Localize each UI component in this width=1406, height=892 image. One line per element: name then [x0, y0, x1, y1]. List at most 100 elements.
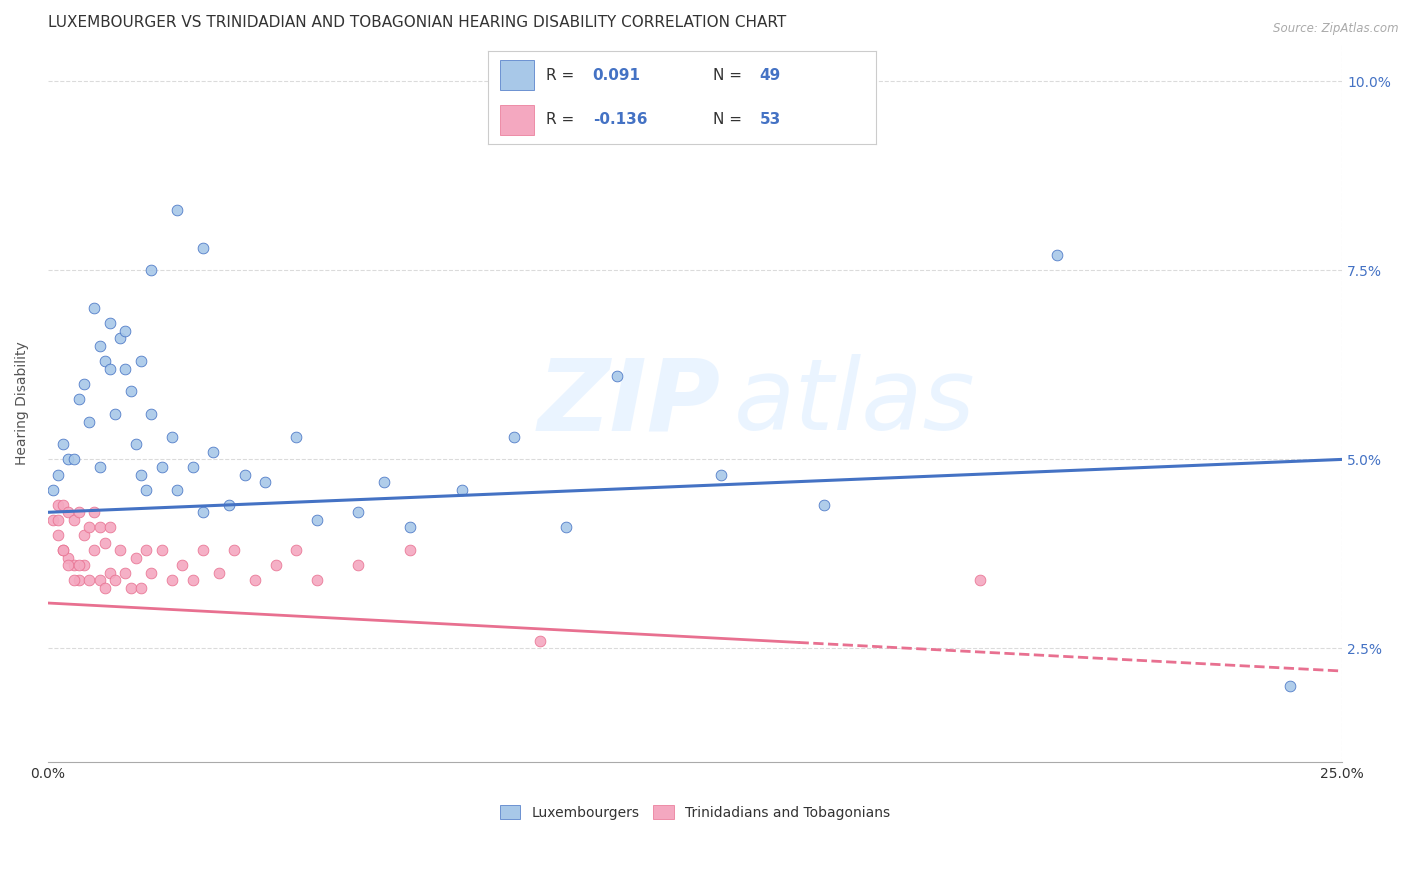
Point	[62, 574, 84, 588]
Point	[73, 558, 96, 573]
Point	[606, 369, 628, 384]
Point	[62, 452, 84, 467]
Point	[58, 550, 80, 565]
Point	[191, 505, 214, 519]
Point	[529, 633, 551, 648]
Point	[207, 566, 229, 580]
Point	[98, 316, 121, 330]
Point	[114, 361, 136, 376]
Point	[141, 566, 163, 580]
Point	[160, 574, 183, 588]
Point	[58, 452, 80, 467]
Point	[243, 574, 266, 588]
Point	[373, 475, 395, 489]
Point	[141, 263, 163, 277]
Point	[89, 459, 111, 474]
Point	[62, 558, 84, 573]
Point	[125, 550, 148, 565]
Point	[62, 513, 84, 527]
Point	[224, 543, 246, 558]
Point	[67, 574, 90, 588]
Point	[46, 498, 69, 512]
Text: ZIP: ZIP	[538, 354, 721, 451]
Point	[347, 505, 370, 519]
Point	[52, 498, 75, 512]
Point	[42, 513, 65, 527]
Point	[58, 505, 80, 519]
Point	[172, 558, 194, 573]
Point	[1279, 679, 1302, 693]
Point	[77, 574, 100, 588]
Point	[58, 558, 80, 573]
Point	[120, 384, 142, 399]
Point	[98, 566, 121, 580]
Point	[451, 483, 474, 497]
Point	[73, 528, 96, 542]
Point	[73, 376, 96, 391]
Point	[305, 574, 328, 588]
Point	[129, 354, 152, 368]
Point	[710, 467, 733, 482]
Point	[93, 354, 115, 368]
Point	[114, 324, 136, 338]
Point	[52, 543, 75, 558]
Point	[83, 301, 105, 316]
Point	[135, 483, 157, 497]
Point	[233, 467, 256, 482]
Text: Source: ZipAtlas.com: Source: ZipAtlas.com	[1274, 22, 1399, 36]
Point	[89, 339, 111, 353]
Point	[67, 505, 90, 519]
Point	[305, 513, 328, 527]
Point	[93, 581, 115, 595]
Point	[554, 520, 576, 534]
Point	[129, 581, 152, 595]
Point	[52, 437, 75, 451]
Point	[83, 505, 105, 519]
Point	[399, 520, 422, 534]
Point	[285, 430, 308, 444]
Point	[114, 566, 136, 580]
Point	[399, 543, 422, 558]
Point	[110, 543, 132, 558]
Point	[191, 543, 214, 558]
Point	[191, 241, 214, 255]
Point	[141, 407, 163, 421]
Text: LUXEMBOURGER VS TRINIDADIAN AND TOBAGONIAN HEARING DISABILITY CORRELATION CHART: LUXEMBOURGER VS TRINIDADIAN AND TOBAGONI…	[48, 15, 786, 30]
Point	[77, 520, 100, 534]
Point	[46, 467, 69, 482]
Legend: Luxembourgers, Trinidadians and Tobagonians: Luxembourgers, Trinidadians and Tobagoni…	[492, 798, 897, 827]
Point	[150, 459, 173, 474]
Point	[160, 430, 183, 444]
Point	[1046, 248, 1069, 262]
Point	[67, 558, 90, 573]
Point	[52, 543, 75, 558]
Point	[89, 574, 111, 588]
Point	[42, 483, 65, 497]
Point	[135, 543, 157, 558]
Text: atlas: atlas	[734, 354, 976, 451]
Point	[46, 528, 69, 542]
Point	[254, 475, 277, 489]
Point	[181, 574, 204, 588]
Point	[166, 202, 188, 217]
Point	[218, 498, 240, 512]
Point	[166, 483, 188, 497]
Point	[46, 513, 69, 527]
Point	[502, 430, 524, 444]
Y-axis label: Hearing Disability: Hearing Disability	[15, 341, 30, 465]
Point	[93, 535, 115, 549]
Point	[813, 498, 835, 512]
Point	[89, 520, 111, 534]
Point	[125, 437, 148, 451]
Point	[98, 361, 121, 376]
Point	[104, 407, 127, 421]
Point	[67, 392, 90, 406]
Point	[347, 558, 370, 573]
Point	[104, 574, 127, 588]
Point	[98, 520, 121, 534]
Point	[202, 445, 225, 459]
Point	[181, 459, 204, 474]
Point	[110, 331, 132, 345]
Point	[83, 543, 105, 558]
Point	[150, 543, 173, 558]
